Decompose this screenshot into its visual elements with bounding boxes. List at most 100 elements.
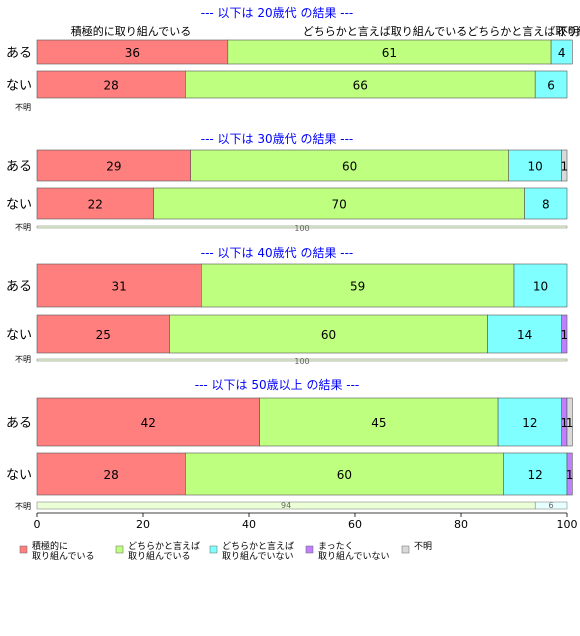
legend-label-line2: 取り組んでいない: [222, 550, 294, 562]
bar-segment: [190, 149, 509, 182]
bar-segment: [566, 397, 573, 447]
row-label: ない: [6, 79, 32, 94]
unknown-bar-segment: [534, 501, 568, 510]
row-label: ない: [6, 468, 32, 483]
bar-segment: [36, 452, 186, 496]
data-label: 25: [96, 328, 111, 342]
data-label: 60: [321, 328, 336, 342]
row-label: ない: [6, 198, 32, 213]
data-label: 6: [547, 79, 555, 93]
row-label: ない: [6, 328, 32, 343]
data-label: 12: [528, 468, 543, 482]
unknown-data-label: 6: [549, 501, 554, 510]
legend-label-line1: 不明: [414, 541, 432, 552]
data-label: 59: [350, 280, 365, 294]
unknown-row-label: 不明: [15, 223, 31, 232]
data-label: 1: [566, 416, 574, 430]
data-label: 22: [88, 198, 103, 212]
x-tick-label: 0: [34, 518, 41, 531]
data-label: 60: [342, 160, 357, 174]
legend-swatch: [115, 545, 124, 554]
bar-segment: [201, 263, 515, 308]
bar-segment: [561, 149, 568, 182]
data-label: 1: [566, 468, 574, 482]
row-label: ある: [6, 416, 32, 431]
bar-segment: [561, 314, 568, 354]
bar-segment: [36, 397, 260, 447]
unknown-row-label: 不明: [15, 103, 31, 112]
bar-segment: [513, 263, 568, 308]
bar-segment: [153, 187, 525, 220]
group-title: --- 以下は 40歳代 の結果 ---: [201, 246, 354, 260]
group-title: --- 以下は 50歳以上 の結果 ---: [195, 378, 360, 392]
legend-swatch: [401, 545, 410, 554]
unknown-bar-segment: [36, 225, 568, 229]
bar-segment: [227, 39, 552, 65]
unknown-data-label: 94: [281, 501, 291, 510]
bar-segment: [259, 397, 499, 447]
x-tick-label: 80: [454, 518, 468, 531]
bar-segment: [36, 70, 186, 99]
data-label: 8: [542, 198, 550, 212]
row-label: ある: [6, 46, 32, 61]
unknown-row-label: 不明: [15, 502, 31, 511]
data-label: 60: [337, 468, 352, 482]
legend-label-line1: どちらかと言えば: [222, 540, 294, 552]
column-header: 不明: [557, 25, 579, 38]
legend-label-line2: 取り組んでいる: [32, 550, 95, 562]
data-label: 14: [517, 328, 532, 342]
bar-segment: [497, 397, 563, 447]
unknown-bar-segment: [36, 358, 568, 362]
data-label: 70: [331, 198, 346, 212]
group-title: --- 以下は 20歳代 の結果 ---: [201, 6, 354, 20]
legend-label-line1: 積極的に: [32, 540, 68, 552]
group-title: --- 以下は 30歳代 の結果 ---: [201, 132, 354, 146]
data-label: 10: [528, 160, 543, 174]
bar-segment: [508, 149, 563, 182]
data-label: 61: [382, 46, 397, 60]
data-label: 31: [112, 280, 127, 294]
bar-segment: [487, 314, 562, 354]
x-tick-label: 60: [348, 518, 362, 531]
column-header: どちらかと言えば取り組んでいる: [303, 25, 467, 38]
unknown-row-label: 不明: [15, 355, 31, 364]
x-tick-label: 100: [557, 518, 578, 531]
legend-label-line2: 取り組んでいない: [318, 550, 390, 562]
data-label: 1: [561, 416, 569, 430]
column-header: 積極的に取り組んでいる: [71, 24, 191, 38]
legend-label-line1: まったく: [318, 541, 354, 552]
bar-segment: [550, 39, 573, 65]
data-label: 12: [522, 416, 537, 430]
legend-swatch: [209, 545, 218, 554]
bar-segment: [36, 314, 170, 354]
legend-swatch: [19, 545, 28, 554]
bar-segment: [534, 70, 568, 99]
data-label: 45: [371, 416, 386, 430]
data-label: 28: [104, 468, 119, 482]
bar-segment: [524, 187, 568, 220]
row-label: ある: [6, 160, 32, 175]
data-label: 1: [561, 328, 569, 342]
unknown-data-label: 100: [294, 224, 309, 233]
bar-segment: [36, 187, 154, 220]
data-label: 1: [561, 160, 569, 174]
bar-segment: [566, 452, 573, 496]
data-label: 4: [558, 46, 566, 60]
legend-label-line1: どちらかと言えば: [128, 540, 200, 552]
data-label: 28: [104, 79, 119, 93]
bar-segment: [169, 314, 488, 354]
bar-segment: [36, 263, 202, 308]
x-tick-label: 20: [136, 518, 150, 531]
data-label: 10: [533, 280, 548, 294]
legend-label-line2: 取り組んでいる: [128, 550, 191, 562]
legend-swatch: [305, 545, 314, 554]
data-label: 66: [353, 79, 368, 93]
bar-segment: [185, 70, 536, 99]
data-label: 42: [141, 416, 156, 430]
unknown-data-label: 100: [294, 357, 309, 366]
bar-segment: [503, 452, 568, 496]
row-label: ある: [6, 280, 32, 295]
bar-segment: [36, 149, 191, 182]
